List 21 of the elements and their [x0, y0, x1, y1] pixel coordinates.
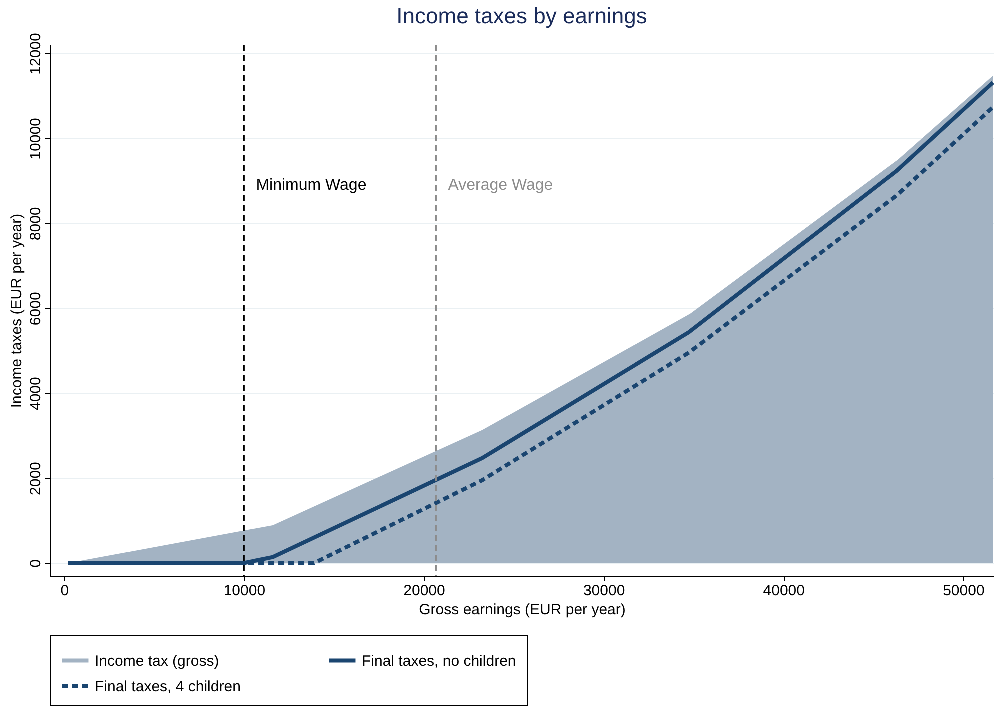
x-tick-label: 30000	[583, 582, 626, 600]
chart-title: Income taxes by earnings	[396, 4, 648, 29]
legend-label: Income tax (gross)	[95, 652, 220, 670]
y-axis-title: Income taxes (EUR per year)	[8, 214, 26, 408]
ref-line-label: Average Wage	[448, 177, 554, 194]
x-tick-label: 20000	[404, 582, 446, 600]
x-tick-label: 50000	[943, 582, 985, 600]
y-tick-label: 2000	[28, 462, 44, 496]
x-axis-title: Gross earnings (EUR per year)	[419, 602, 626, 618]
x-tick-label: 40000	[763, 582, 805, 600]
y-tick-label: 12000	[28, 33, 44, 75]
ref-line-label: Minimum Wage	[256, 177, 367, 194]
y-tick-label: 8000	[28, 207, 44, 241]
y-tick-label: 6000	[28, 292, 44, 326]
y-tick-label: 4000	[28, 377, 44, 411]
y-tick-label: 0	[28, 560, 44, 568]
legend-label: Final taxes, no children	[362, 652, 516, 670]
y-tick-label: 10000	[28, 118, 44, 160]
legend-label: Final taxes, 4 children	[95, 678, 241, 696]
x-tick-label: 10000	[224, 582, 266, 600]
x-tick-label: 0	[60, 582, 70, 600]
